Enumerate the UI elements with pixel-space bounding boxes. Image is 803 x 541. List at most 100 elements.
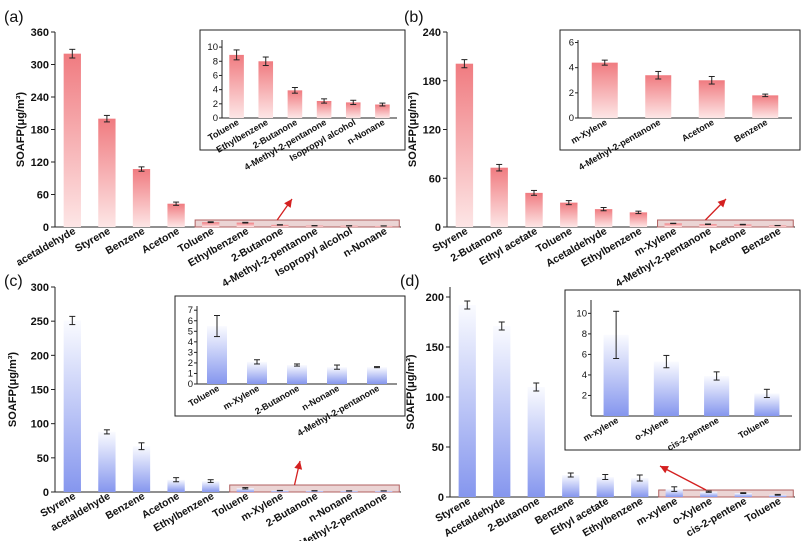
bar <box>63 53 81 227</box>
inset-bar <box>653 361 679 416</box>
inset-bar <box>345 102 361 118</box>
inset-y-tick-label: 6 <box>569 38 574 49</box>
y-tick-label: 240 <box>31 92 49 104</box>
inset-y-tick-label: 7 <box>188 305 193 316</box>
inset-y-tick-label: 6 <box>213 70 218 81</box>
inset-y-tick-label: 10 <box>576 308 587 319</box>
inset-y-tick-label: 4 <box>569 63 574 74</box>
inset-y-tick-label: 0 <box>188 379 193 390</box>
bar <box>734 493 752 497</box>
inset-bar <box>207 326 227 384</box>
bar <box>236 222 254 227</box>
arrow-line <box>659 465 707 491</box>
bar <box>271 490 289 492</box>
y-tick-label: 150 <box>426 342 444 354</box>
inset-bar <box>645 75 672 118</box>
x-tick-label: Acetone <box>140 225 182 256</box>
y-axis-label: SOAFP(μg/m³) <box>15 92 27 168</box>
inset-y-tick-label: 1 <box>188 368 193 379</box>
bar <box>629 212 648 227</box>
bar <box>271 224 289 227</box>
inset-bar <box>287 90 303 118</box>
panel-label: (a) <box>4 9 24 26</box>
inset-bar <box>698 80 725 118</box>
y-tick-label: 120 <box>423 125 441 137</box>
arrow-head <box>717 199 726 208</box>
bar <box>236 488 254 492</box>
y-tick-label: 200 <box>426 292 444 304</box>
y-tick-label: 50 <box>432 442 444 454</box>
inset-bar <box>258 61 274 118</box>
inset-y-tick-label: 5 <box>188 326 193 337</box>
panel-d: (d)050100150200SOAFP(μg/m³)StyreneAcetal… <box>400 273 801 540</box>
bar <box>202 481 220 492</box>
y-tick-label: 0 <box>435 222 441 234</box>
y-tick-label: 360 <box>31 27 49 39</box>
panel-label: (b) <box>404 9 424 26</box>
bar <box>455 63 474 227</box>
bar <box>490 167 508 227</box>
bar <box>458 305 476 497</box>
y-axis-label: SOAFP(μg/m³) <box>407 92 419 168</box>
bar <box>665 489 683 497</box>
x-tick-label: Toluene <box>743 495 783 525</box>
inset-bar <box>327 367 347 384</box>
inset-bar <box>316 100 332 118</box>
y-tick-label: 180 <box>31 125 49 137</box>
bar <box>769 494 787 497</box>
bar <box>493 326 511 497</box>
y-tick-label: 0 <box>43 487 49 499</box>
arrow-head <box>284 199 292 208</box>
x-tick-label: Benzene <box>104 490 148 522</box>
bar <box>167 203 185 227</box>
bar <box>664 223 682 227</box>
inset-bar <box>229 54 244 118</box>
panel-b: (b)060120180240SOAFP(μg/m³)Styrene2-Buta… <box>404 9 801 290</box>
inset-y-tick-label: 3 <box>188 347 193 358</box>
inset-chart: 0246810TolueneEthylbenzene2-Butanone4-Me… <box>199 29 406 172</box>
arrow-head <box>294 461 303 470</box>
bar <box>594 209 613 227</box>
bar <box>527 387 545 497</box>
arrow-head <box>660 466 669 474</box>
bar <box>167 479 185 492</box>
inset-y-tick-label: 4 <box>582 370 587 381</box>
y-tick-label: 250 <box>31 316 49 328</box>
y-tick-label: 60 <box>429 173 441 185</box>
inset-bar <box>375 104 390 118</box>
x-tick-label: Benzene <box>740 225 784 257</box>
highlight-box <box>658 489 794 498</box>
bar <box>700 491 718 497</box>
inset-y-tick-label: 0 <box>569 113 574 124</box>
bar <box>525 192 543 227</box>
bar <box>768 225 787 227</box>
y-tick-label: 0 <box>438 492 444 504</box>
inset-bar <box>754 393 780 416</box>
bar <box>63 320 81 492</box>
y-tick-label: 150 <box>31 385 49 397</box>
inset-y-tick-label: 2 <box>213 99 218 110</box>
panel-a: (a)060120180240300360SOAFP(μg/m³)acetald… <box>4 9 406 290</box>
y-tick-label: 240 <box>423 27 441 39</box>
bar <box>562 475 580 497</box>
inset-y-tick-label: 10 <box>207 42 218 53</box>
inset-y-tick-label: 6 <box>188 316 193 327</box>
bar <box>631 478 649 497</box>
y-tick-label: 300 <box>31 282 49 294</box>
y-tick-label: 100 <box>31 419 49 431</box>
inset-y-tick-label: 4 <box>188 337 193 348</box>
y-tick-label: 180 <box>423 76 441 88</box>
highlight-box <box>657 219 794 228</box>
inset-bar <box>247 361 267 384</box>
inset-y-tick-label: 2 <box>188 358 193 369</box>
y-tick-label: 100 <box>426 392 444 404</box>
bar <box>560 202 578 227</box>
inset-y-tick-label: 2 <box>582 390 587 401</box>
bar <box>734 224 752 227</box>
bar <box>132 446 151 492</box>
bar <box>375 490 393 492</box>
